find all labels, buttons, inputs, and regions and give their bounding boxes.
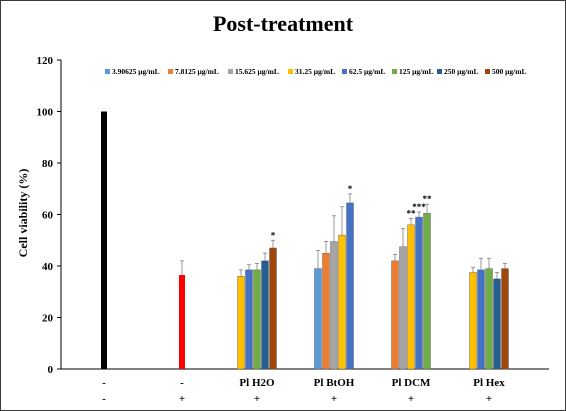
x-category-label: Pl Hex (473, 377, 505, 389)
x-category-label: - (102, 377, 106, 389)
x-treatment-label: + (408, 393, 414, 405)
legend-label: 125 μg/mL (399, 67, 433, 76)
bar (407, 224, 415, 370)
significance-label: ** (407, 208, 417, 218)
y-axis-label: Cell viability (%) (16, 169, 30, 258)
legend-swatch (392, 69, 397, 74)
x-treatment-label: + (486, 393, 492, 405)
bar (101, 111, 107, 369)
legend-label: 3.90625 μg/mL (112, 67, 160, 76)
y-tick-label: 120 (37, 55, 54, 67)
x-category-label: - (180, 377, 184, 389)
bar (314, 268, 322, 370)
y-tick-label: 0 (48, 364, 54, 376)
x-treatment-label: + (331, 393, 337, 405)
bar (245, 269, 253, 370)
y-tick-label: 100 (37, 107, 54, 119)
bar (346, 202, 354, 370)
bar (330, 241, 338, 370)
legend-swatch (105, 69, 110, 74)
bar (253, 269, 261, 370)
significance-label: * (348, 184, 353, 194)
legend-label: 250 μg/mL (444, 67, 478, 76)
bar (469, 272, 477, 370)
y-tick-label: 60 (42, 210, 54, 222)
significance-label: *** (412, 202, 426, 212)
legend: 3.90625 μg/mL 7.8125 μg/mL 15.625 μg/mL 31.… (105, 67, 526, 76)
legend-label: 31.25 μg/mL (295, 67, 335, 76)
bar (237, 276, 245, 370)
bar (399, 246, 407, 370)
bar (269, 247, 277, 370)
bar (322, 252, 330, 370)
significance-label: ** (423, 194, 433, 204)
bar (261, 260, 269, 370)
legend-swatch (228, 69, 233, 74)
bar (338, 234, 346, 370)
x-axis: - - Pl H2O Pl BtOH Pl DCM Pl Hex - + + + + + (61, 368, 549, 405)
y-tick-label: 80 (42, 158, 54, 170)
x-treatment-label: - (102, 393, 106, 405)
bar (477, 269, 485, 370)
legend-label: 15.625 μg/mL (235, 67, 279, 76)
bar (179, 275, 185, 369)
y-tick-label: 20 (42, 313, 54, 325)
bar (415, 216, 423, 370)
bar (423, 213, 431, 370)
chart-title: Post-treatment (213, 11, 354, 36)
significance-label: * (271, 230, 276, 240)
bar (501, 268, 509, 370)
legend-swatch (437, 69, 442, 74)
legend-swatch (288, 69, 293, 74)
legend-swatch (168, 69, 173, 74)
x-category-label: Pl BtOH (314, 377, 355, 389)
legend-swatch (485, 69, 490, 74)
y-axis: 0 20 40 60 80 100 120 (37, 55, 62, 376)
bar (493, 278, 501, 370)
legend-swatch (342, 69, 347, 74)
x-treatment-label: + (179, 393, 185, 405)
x-category-label: Pl H2O (239, 377, 275, 389)
x-treatment-label: + (254, 393, 260, 405)
bar (391, 260, 399, 370)
bars: ********* (101, 111, 509, 370)
bar (485, 268, 493, 370)
legend-label: 7.8125 μg/mL (175, 67, 219, 76)
legend-label: 500 μg/mL (492, 67, 526, 76)
legend-label: 62.5 μg/mL (349, 67, 385, 76)
y-tick-label: 40 (42, 261, 54, 273)
x-category-label: Pl DCM (392, 377, 431, 389)
